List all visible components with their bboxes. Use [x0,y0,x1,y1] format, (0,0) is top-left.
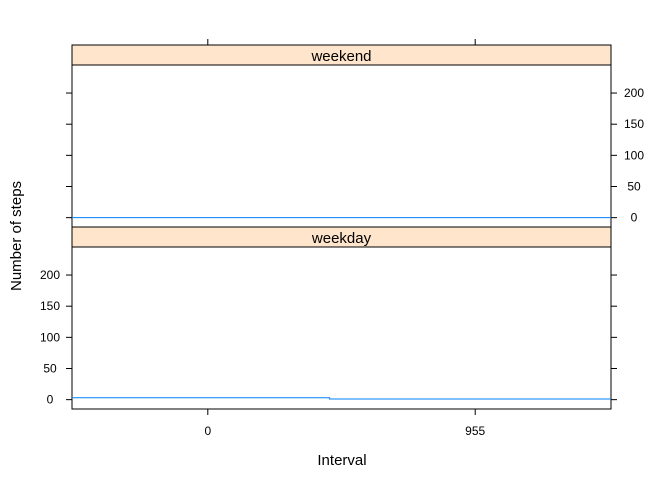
y-axis-title: Number of steps [8,181,25,291]
y-tick-label-weekday: 50 [43,362,57,376]
panel-strip-label-weekend: weekend [310,48,371,65]
x-axis-title: Interval [317,452,366,469]
y-tick-label-weekend: 0 [631,211,638,225]
y-tick-label-weekend: 150 [624,117,644,131]
y-tick-label-weekday: 150 [40,299,60,313]
y-tick-label-weekend: 50 [627,180,641,194]
panels-layer: weekend 0 50 100 150 200 weekday 0 50 100 150 200 0 9… [40,39,644,438]
y-tick-label-weekend: 100 [624,148,644,162]
panel-frame-weekend [71,64,612,228]
y-tick-label-weekend: 200 [624,86,644,100]
panel-strip-label-weekday: weekday [311,230,372,247]
y-tick-label-weekday: 100 [40,330,60,344]
y-tick-label-weekday: 200 [40,268,60,282]
series-line-weekday [72,397,611,400]
x-tick-label: 955 [465,424,485,438]
y-tick-label-weekday: 0 [47,393,54,407]
panel-frame-weekday [71,246,612,410]
x-tick-label: 0 [204,424,211,438]
